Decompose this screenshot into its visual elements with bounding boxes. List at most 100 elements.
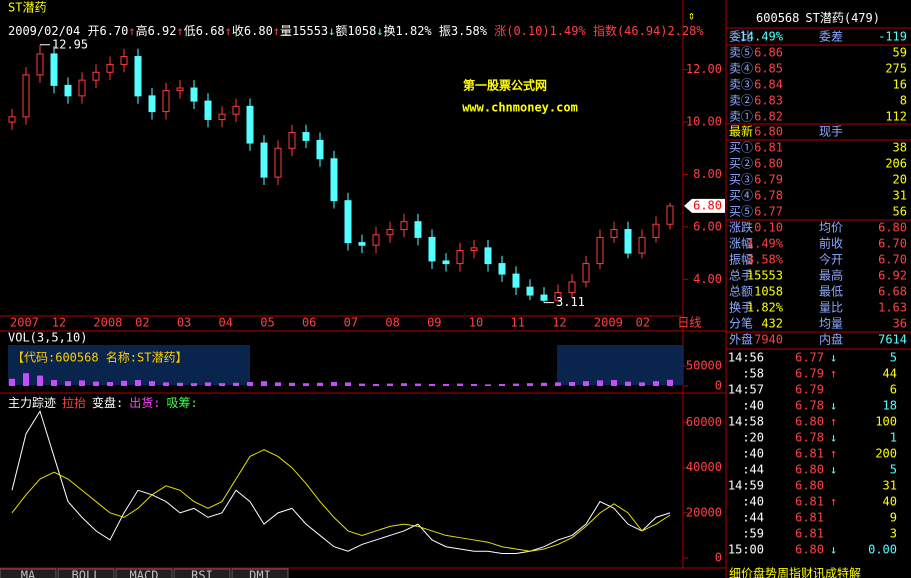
x-tick-label: 11 — [510, 316, 524, 330]
field-label: 换手 — [729, 301, 753, 315]
trade-arrow: ↓ — [830, 543, 837, 557]
trade-arrow: ↓ — [830, 463, 837, 477]
candle-body — [400, 221, 408, 231]
trade-time: :59 — [742, 527, 764, 541]
x-tick-label: 10 — [469, 316, 483, 330]
volume-bar — [93, 381, 99, 386]
field-label: 外盘 — [729, 332, 753, 347]
book-price: 6.82 — [754, 110, 783, 124]
book-price: 6.84 — [754, 78, 783, 92]
volume-bar — [485, 384, 491, 386]
candle-body — [64, 84, 72, 97]
volume-bar — [569, 382, 575, 386]
trade-arrow: ↓ — [830, 351, 837, 365]
volume-bar — [219, 383, 225, 386]
header-item: ↑ — [225, 24, 232, 38]
candle-body — [456, 249, 464, 265]
candle-body — [246, 105, 254, 144]
field-label: 总手 — [729, 269, 753, 283]
book-volume: 59 — [893, 46, 907, 60]
tab[interactable] — [231, 568, 289, 578]
field-value: 6.70 — [878, 237, 907, 251]
book-price: 6.79 — [754, 173, 783, 187]
x-tick-label: 06 — [302, 316, 316, 330]
trade-price: 6.79 — [795, 383, 824, 397]
trade-volume: 5 — [890, 351, 897, 365]
field-value: -119 — [878, 30, 907, 44]
field-label: 均量 — [819, 317, 843, 331]
trade-price: 6.81 — [795, 447, 824, 461]
trade-time: 14:57 — [728, 383, 764, 397]
tab[interactable] — [0, 568, 57, 578]
candle-body — [610, 229, 618, 238]
trade-price: 6.81 — [795, 527, 824, 541]
book-volume: 20 — [893, 173, 907, 187]
field-label: 今开 — [819, 252, 843, 267]
trade-arrow: ↑ — [830, 415, 837, 429]
candle-body — [260, 142, 268, 178]
field-label: 最高 — [819, 268, 843, 283]
candle-body — [78, 79, 86, 97]
volume-bar — [205, 382, 211, 386]
stock-count: (479) — [844, 11, 880, 25]
candle-body — [120, 56, 128, 65]
candle-body — [526, 286, 534, 296]
volume-bar — [639, 382, 645, 386]
field-value: 6.68 — [878, 285, 907, 299]
candle-body — [428, 236, 436, 262]
trade-price: 6.81 — [795, 511, 824, 525]
header-item: 高6.92 — [136, 23, 177, 38]
book-label: 买④ — [729, 189, 753, 203]
book-volume: 8 — [900, 94, 907, 108]
header-item: ↓ — [376, 24, 383, 38]
y-tick-label: 40000 — [686, 460, 722, 474]
tab-label[interactable]: MACD — [130, 569, 159, 578]
tab-label[interactable]: DMI — [249, 569, 271, 578]
tab[interactable] — [115, 568, 173, 578]
y-tick-label: 50000 — [686, 359, 722, 373]
book-volume: 275 — [885, 62, 907, 76]
volume-bar — [429, 384, 435, 386]
volume-bar — [457, 383, 463, 386]
book-price: 6.77 — [754, 205, 783, 219]
candle-body — [498, 263, 506, 275]
watermark: 第一股票公式网 — [463, 78, 547, 93]
volume-bar — [359, 383, 365, 386]
quote-header: 2009/02/04 开6.70↑高6.92↑低6.68↑收6.80↑量1555… — [8, 23, 704, 38]
y-tick-label: 20000 — [686, 505, 722, 519]
field-value: 6.70 — [878, 253, 907, 267]
volume-bar — [499, 384, 505, 386]
header-item: 2009/02/04 开6.70 — [8, 24, 128, 38]
trade-time: 14:56 — [728, 351, 764, 365]
field-value: 432 — [761, 317, 783, 331]
tab[interactable] — [57, 568, 115, 578]
tab-label[interactable]: MA — [21, 569, 36, 578]
volume-bar — [79, 380, 85, 386]
tab[interactable] — [173, 568, 231, 578]
volume-bar — [471, 384, 477, 386]
book-label: 卖④ — [729, 62, 753, 76]
volume-bar — [597, 380, 603, 386]
tab-label[interactable]: BOLL — [72, 569, 101, 578]
trade-volume: 0.00 — [868, 543, 897, 557]
trade-time: :58 — [742, 367, 764, 381]
volume-bar — [303, 383, 309, 386]
candle-body — [148, 95, 156, 113]
right-tabs[interactable]: 细价盘势周指财讯成特解 — [729, 566, 861, 578]
book-price: 6.78 — [754, 189, 783, 203]
tab-label[interactable]: RSI — [191, 569, 213, 578]
candle-body — [190, 87, 198, 102]
x-tick-label: 2009 — [594, 316, 623, 330]
trade-price: 6.81 — [795, 495, 824, 509]
watermark: www.chnmoney.com — [462, 101, 578, 115]
x-tick-label: 12 — [52, 316, 66, 330]
candle-body — [8, 116, 16, 123]
volume-bar — [401, 383, 407, 386]
volume-bar — [233, 382, 239, 386]
overlay-label: 【代码:600568 名称:ST潜药】 — [12, 350, 187, 365]
candle-body — [414, 221, 422, 238]
indicator-line — [11, 449, 671, 552]
book-label: 现手 — [819, 125, 843, 139]
y-tick-label: 8.00 — [693, 167, 722, 181]
